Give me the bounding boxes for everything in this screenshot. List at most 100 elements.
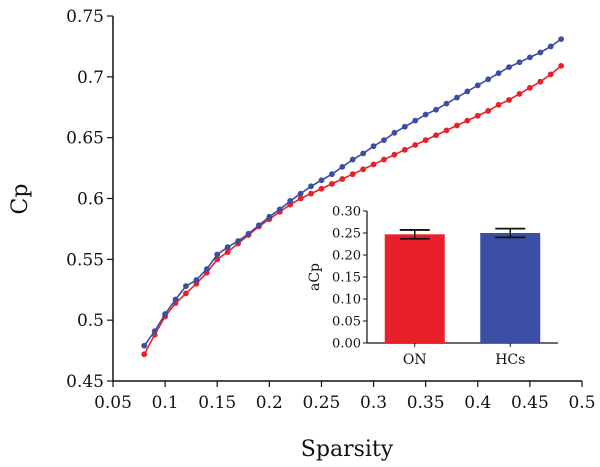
y-tick-label: 0.6 [77, 190, 104, 210]
series-1-point [172, 296, 179, 303]
series-0-point [224, 249, 231, 255]
series-1-point [308, 183, 314, 190]
series-1-point [183, 283, 189, 289]
series-0-point [495, 101, 502, 108]
series-1-point [360, 150, 367, 157]
series-1-point [256, 222, 262, 229]
x-tick-label: 0.35 [407, 393, 445, 413]
x-tick-label: 0.4 [464, 393, 491, 413]
x-tick-label: 0.25 [303, 393, 341, 413]
x-ticks: 0.05 0.1 0.15 0.2 0.25 0.3 0.35 0.4 0.45 0.5 [94, 381, 596, 413]
series-1-point [193, 277, 200, 283]
series-0-point [506, 97, 512, 103]
series-1-point [537, 49, 544, 56]
series-0-point [349, 171, 356, 178]
series-1-point [214, 251, 221, 258]
series-0-point [464, 117, 471, 124]
x-tick-label: 0.45 [511, 393, 549, 413]
x-tick-label: 0.05 [94, 393, 132, 413]
series-1-point [558, 36, 565, 43]
inset-y-tick-label: 0.30 [332, 205, 361, 220]
series-0-point [328, 181, 335, 187]
series-1-point [526, 54, 533, 61]
inset-y-tick-label: 0.25 [332, 227, 361, 242]
series-0-point [422, 137, 429, 144]
y-tick-label: 0.55 [66, 250, 104, 270]
series-1-point [381, 137, 387, 144]
main-axes: 0.05 0.1 0.15 0.2 0.25 0.3 0.35 0.4 0.45 0.5 0.45… [8, 7, 596, 462]
series-0-point [308, 190, 314, 197]
inset-y-ticks: 0.00 0.05 0.10 0.15 0.20 0.25 0.30 [332, 205, 367, 352]
y-tick-label: 0.65 [66, 129, 104, 149]
inset-y-tick-label: 0.05 [332, 315, 361, 330]
series-1-point [454, 94, 460, 101]
series-1-point [162, 311, 169, 317]
series-0-point [339, 176, 346, 182]
inset-y-tick-label: 0.00 [332, 337, 361, 352]
inset-category-label: HCs [495, 352, 525, 368]
series-1-point [433, 106, 439, 113]
x-tick-label: 0.2 [256, 393, 283, 413]
series-0-point [537, 78, 544, 85]
series-0-point [214, 256, 221, 263]
y-tick-label: 0.7 [77, 68, 104, 88]
inset-bar-chart: 0.00 0.05 0.10 0.15 0.20 0.25 0.30 ON HCs aCp [307, 195, 559, 375]
series-1-point [547, 43, 554, 50]
y-tick-label: 0.75 [66, 7, 104, 27]
series-0-point [401, 146, 408, 153]
series-1-point [287, 198, 294, 204]
series-1-point [443, 100, 450, 107]
inset-y-tick-label: 0.15 [332, 271, 361, 286]
series-1-point [245, 230, 252, 237]
series-0-point [443, 127, 450, 134]
series-1-point [141, 342, 148, 349]
series-1-point [328, 171, 335, 178]
inset-y-tick-label: 0.20 [332, 249, 361, 264]
inset-y-axis-title: aCp [307, 263, 323, 291]
series-0-point [485, 108, 492, 114]
inset-y-tick-label: 0.10 [332, 293, 361, 308]
y-tick-label: 0.5 [77, 311, 104, 331]
x-tick-label: 0.3 [360, 393, 387, 413]
inset-category-label: ON [403, 352, 427, 368]
series-0-point [381, 156, 387, 163]
line-series-layer [141, 36, 565, 358]
series-1-point [464, 88, 471, 95]
series-1-point [339, 163, 346, 170]
series-0-point [183, 290, 189, 297]
series-0-point [412, 142, 419, 148]
series-1-point [391, 129, 398, 136]
series-0-point [318, 185, 325, 192]
series-0-point [558, 62, 565, 69]
inset-bar-hcs [480, 233, 541, 343]
series-1-point [370, 143, 377, 150]
x-tick-label: 0.1 [152, 393, 179, 413]
series-0-point [360, 166, 367, 173]
series-1-point [506, 64, 512, 70]
series-0-point [526, 84, 533, 91]
series-1-point [349, 156, 356, 163]
series-1-point [151, 328, 158, 335]
series-1-point [318, 177, 325, 184]
series-0-point [474, 112, 481, 119]
series-0-point [297, 195, 304, 202]
series-0-point [391, 151, 398, 158]
series-1-point [422, 111, 429, 118]
series-1-point [224, 244, 231, 251]
series-1-point [485, 76, 492, 83]
series-1-point [203, 266, 210, 272]
y-ticks: 0.45 0.5 0.55 0.6 0.65 0.7 0.75 [66, 7, 113, 392]
series-1-point [235, 238, 241, 244]
series-1-point [266, 213, 273, 220]
series-1-point [401, 123, 408, 130]
x-tick-label: 0.5 [568, 393, 595, 413]
series-0-point [454, 122, 460, 129]
series-1-point [297, 190, 304, 197]
inset-bar-on [384, 234, 445, 343]
series-0-point [141, 351, 148, 358]
series-0-point [547, 71, 554, 78]
series-1-point [412, 117, 419, 124]
series-0-point [516, 90, 523, 97]
x-axis-title: Sparsity [301, 437, 394, 462]
